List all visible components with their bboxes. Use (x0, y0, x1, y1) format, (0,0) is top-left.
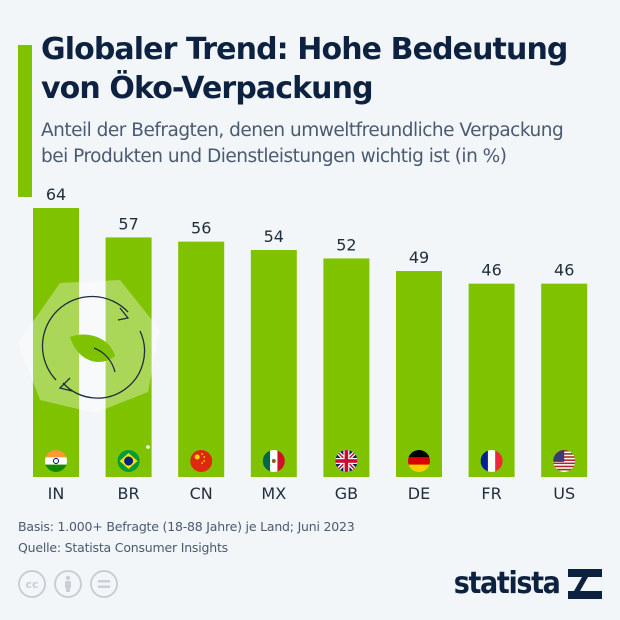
category-label-DE: DE (408, 484, 430, 503)
germany-flag-icon (408, 450, 430, 472)
uk-flag-icon (335, 450, 358, 472)
title-accent-bar (18, 45, 32, 197)
bar-GB (323, 258, 370, 477)
bar-US (541, 283, 588, 477)
subtitle-line-1: Anteil der Befragten, denen umweltfreund… (41, 120, 564, 141)
creative-commons-icon[interactable]: cc (18, 570, 46, 598)
attribution-icon[interactable] (54, 570, 82, 598)
usa-flag-icon (553, 450, 576, 472)
bar-CN (178, 241, 225, 477)
bar-FR (468, 283, 515, 477)
license-icons: cc (18, 570, 118, 598)
statista-wordmark: statista (454, 566, 561, 601)
bar-MX (250, 250, 297, 477)
category-label-CN: CN (190, 484, 213, 503)
value-label-DE: 49 (409, 248, 429, 267)
basis-note: Basis: 1.000+ Befragte (18-88 Jahre) je … (18, 519, 355, 534)
mexico-flag-icon (262, 450, 285, 472)
value-label-MX: 54 (264, 227, 284, 246)
no-derivatives-icon[interactable] (90, 570, 118, 598)
subtitle-line-2: bei Produkten und Dienstleistungen wicht… (41, 146, 507, 167)
chart-subtitle: Anteil der Befragten, denen umweltfreund… (41, 118, 620, 170)
title-line-2: von Öko-Verpackung (41, 71, 374, 106)
category-label-FR: FR (481, 484, 501, 503)
china-flag-icon (190, 450, 213, 472)
title-line-1: Globaler Trend: Hohe Bedeutung (41, 32, 568, 67)
source-note: Quelle: Statista Consumer Insights (18, 540, 228, 555)
value-label-US: 46 (554, 261, 574, 280)
bar-chart: 64 IN 57 BR 56 CN 54 MX 52 GB 49 DE 46 FR 46 US (18, 185, 588, 503)
recycle-leaf-icon (18, 280, 160, 413)
value-label-CN: 56 (191, 219, 211, 238)
category-label-MX: MX (261, 484, 286, 503)
value-label-BR: 57 (118, 214, 138, 233)
india-flag-icon (45, 450, 67, 472)
statista-logo[interactable]: statista (442, 566, 602, 601)
category-label-US: US (553, 484, 575, 503)
value-label-GB: 52 (336, 235, 356, 254)
category-label-GB: GB (335, 484, 358, 503)
brazil-flag-icon (117, 450, 140, 472)
decor-dot (146, 445, 150, 449)
value-label-IN: 64 (46, 185, 66, 204)
chart-title: Globaler Trend: Hohe Bedeutung von Öko-V… (41, 30, 611, 108)
france-flag-icon (480, 450, 503, 472)
category-label-BR: BR (118, 484, 140, 503)
statista-logo-icon (568, 568, 602, 599)
bar-IN (33, 208, 79, 477)
bar-DE (396, 271, 442, 477)
category-label-IN: IN (48, 484, 65, 503)
value-label-FR: 46 (481, 261, 501, 280)
